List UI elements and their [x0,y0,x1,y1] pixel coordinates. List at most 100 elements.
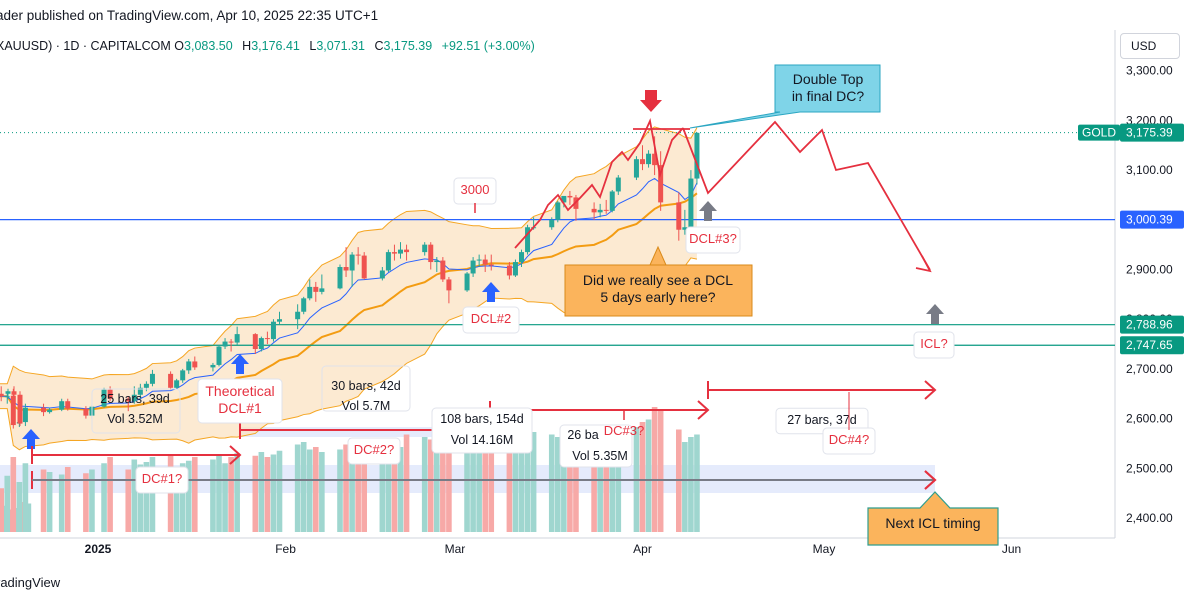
candle-body [603,209,609,211]
candle-body [470,260,476,274]
dcl2-box [462,306,520,334]
candle-body [264,338,270,340]
bars-27-annotation: 27 bars, 37d [775,407,869,435]
dcl2-arrow [482,282,500,302]
bars-108-annotation: 108 bars, 154d [440,412,523,426]
double-top-text: in final DC? [792,88,865,104]
projection-path [682,120,931,271]
volume-bar [319,452,325,532]
x-tick-label: Mar [445,542,466,556]
candle-body [597,209,603,213]
x-tick-label: Jun [1002,542,1021,556]
vol-1416-annotation: Vol 14.16M [451,433,514,447]
candle-body [422,244,428,253]
candle-body [192,361,198,368]
volume-bar [597,432,603,532]
candle-body [59,401,65,410]
candle-body [168,373,174,388]
volume-bar [682,442,688,532]
volume-bar [427,439,434,532]
dc2-annotation: DC#2? [347,437,401,465]
volume-bar [615,434,622,532]
low-value: 3,071.31 [316,39,365,53]
volume-bar [548,434,555,532]
candle-body [404,249,410,253]
next-icl-text: Next ICL timing [885,515,980,531]
candle-body [646,153,652,165]
candle-body [210,364,216,368]
candle-body [270,321,276,340]
price-tag-text: 3,175.39 [1126,126,1173,140]
level-3000-text: 3000 [461,182,490,197]
dcl3-arrow [699,201,717,221]
dc1-box [135,466,189,494]
volume-bar [567,442,573,532]
volume-bar [530,432,537,532]
candle-body [682,227,688,230]
icl-box [913,331,955,359]
volume-bar [137,464,144,532]
symbol-line: XAUUSD) · 1D · CAPITALCOM O3,083.50 H3,1… [0,39,541,53]
candle-body [428,244,434,263]
bars-30-box [321,365,411,412]
candle-body [567,195,573,198]
candle-body [295,311,301,320]
candle-body [549,219,555,228]
price-tag-bg [1120,315,1184,334]
currency-button[interactable]: USD [1120,33,1180,59]
price-tag-bg [1120,336,1184,355]
published-line: ader published on TradingView.com, Apr 1… [0,8,379,23]
bars-27-box [775,407,869,435]
volume-bar [591,434,597,532]
candle-body [476,259,482,261]
y-tick-label: 3,100.00 [1126,163,1173,177]
price-zigzag [514,118,684,249]
volume-bar [270,454,277,532]
candle-body [464,273,470,291]
candle-body [506,265,512,276]
candle-body [11,391,17,395]
candle-body [519,252,524,263]
volume-bar [185,460,192,532]
vol-1416-text: Vol 14.16M [451,433,514,447]
next-icl-red-head [924,470,937,490]
volume-bar [651,407,658,532]
volume-bar [313,447,319,532]
candle-body [361,255,367,279]
candle-body [398,249,403,254]
bars-26-box [559,424,633,468]
price-tag-text: 2,747.65 [1126,338,1173,352]
bars-26-annotation: 26 ba [567,428,598,442]
volume-bar [349,438,355,532]
dcl2-text: DCL#2 [471,311,511,326]
volume-bar [391,442,398,532]
dcl3-annotation: DCL#3? [685,226,741,254]
candle-body [319,288,325,292]
volume-bar [0,488,4,532]
next-icl-callout-bg [867,491,999,546]
volume-bar [26,503,32,532]
dcl-question-text: 5 days early here? [600,289,715,305]
icl-annotation: ICL? [913,331,955,359]
low-label: L [309,39,317,53]
theoretical-box [197,378,283,424]
volume-bar [83,473,89,532]
volume-bar [397,447,404,532]
candle-body [688,178,694,228]
candle-body [222,341,228,347]
candle-body [391,252,397,254]
volume-bar [179,463,186,532]
candle-body [591,208,597,213]
bars-25-annotation: 25 bars, 39d [100,392,170,406]
change-value: +92.51 (+3.00%) [441,39,535,53]
candle-body [17,394,23,424]
candle-body [258,338,264,350]
volume-bar [482,437,488,532]
theoretical-text: Theoretical [205,383,274,399]
volume-bar [89,469,95,532]
bars-25-text: 25 bars, 39d [100,392,170,406]
candle-body [41,407,47,413]
volume-bar [294,444,301,532]
candle-body [4,396,10,398]
